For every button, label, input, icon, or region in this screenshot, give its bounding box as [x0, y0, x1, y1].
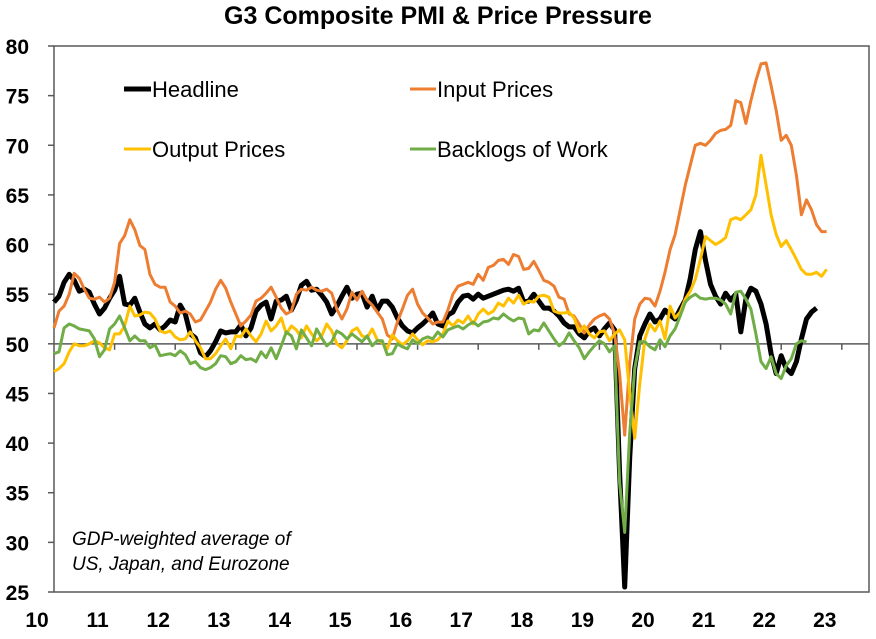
annotation-line-2: US, Japan, and Eurozone: [72, 554, 290, 575]
series-lines: [52, 61, 828, 590]
legend-item-headline: Headline: [124, 77, 239, 102]
y-tick-label: 70: [6, 135, 29, 158]
x-axis: 10 11 12 13 14 15 16 17 18 19 20 21 22 23: [25, 609, 836, 632]
legend-item-output-prices: Output Prices: [124, 137, 285, 162]
legend-label-input-prices: Input Prices: [437, 77, 553, 102]
x-tick-label: 12: [147, 609, 170, 632]
y-tick-label: 60: [6, 235, 29, 258]
y-tick-label: 75: [6, 86, 30, 109]
x-tick-label: 22: [753, 609, 776, 632]
legend: Headline Input Prices Output Prices Back…: [124, 77, 609, 162]
x-tick-marks: [113, 343, 843, 350]
x-tick-label: 18: [510, 609, 534, 632]
y-tick-label: 65: [6, 185, 30, 208]
series-line-input-prices: [52, 61, 827, 437]
y-tick-label: 40: [6, 433, 29, 456]
legend-label-headline: Headline: [152, 77, 239, 102]
x-tick-label: 21: [692, 609, 716, 632]
x-tick-label: 17: [450, 609, 473, 632]
series-line-output-prices: [53, 153, 828, 440]
x-tick-label: 16: [389, 609, 412, 632]
series-line-headline: [52, 229, 819, 590]
x-tick-label: 10: [25, 609, 48, 632]
x-tick-label: 23: [813, 609, 836, 632]
legend-label-backlogs-of-work: Backlogs of Work: [437, 137, 609, 162]
y-tick-label: 25: [6, 582, 30, 605]
y-tick-label: 55: [6, 284, 30, 307]
y-tick-label: 45: [6, 383, 30, 406]
plot-area-border: [53, 45, 870, 593]
x-tick-label: 11: [86, 609, 109, 632]
series-line-backlogs-of-work: [53, 289, 807, 534]
y-axis: 25 30 35 40 45 50 55 60 65 70 75 80: [6, 36, 54, 605]
legend-label-output-prices: Output Prices: [152, 137, 285, 162]
x-tick-label: 15: [328, 609, 352, 632]
y-tick-label: 35: [6, 483, 30, 506]
legend-item-backlogs-of-work: Backlogs of Work: [410, 137, 609, 162]
chart-title: G3 Composite PMI & Price Pressure: [224, 2, 652, 30]
x-tick-label: 13: [207, 609, 230, 632]
y-tick-label: 30: [6, 532, 29, 555]
x-tick-label: 19: [571, 609, 594, 632]
annotation: GDP-weighted average of US, Japan, and E…: [72, 529, 292, 575]
legend-item-input-prices: Input Prices: [410, 77, 553, 102]
x-tick-label: 20: [631, 609, 654, 632]
y-tick-label: 50: [6, 334, 29, 357]
x-tick-label: 14: [268, 609, 292, 632]
annotation-line-1: GDP-weighted average of: [72, 529, 292, 550]
y-tick-label: 80: [6, 36, 29, 59]
